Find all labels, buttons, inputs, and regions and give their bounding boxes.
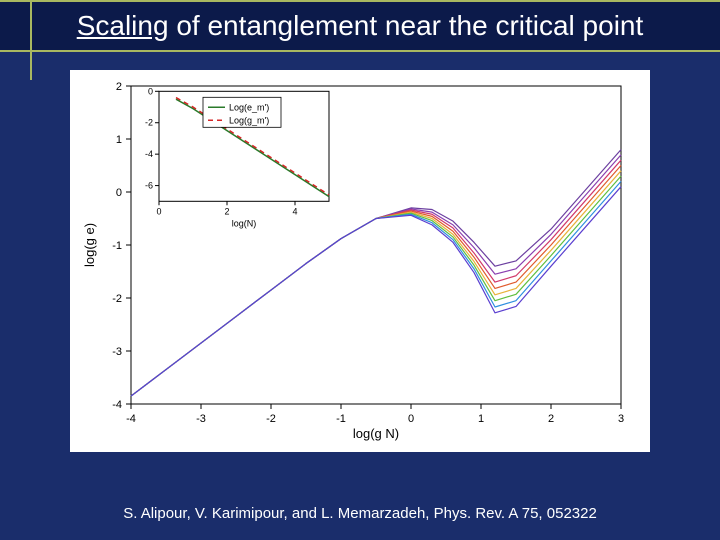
svg-text:4: 4 — [292, 206, 297, 216]
svg-text:0: 0 — [408, 413, 414, 425]
svg-text:-4: -4 — [126, 413, 136, 425]
title-underlined: Scaling — [77, 10, 169, 41]
svg-text:log(g e): log(g e) — [82, 223, 97, 267]
svg-text:Log(g_m'): Log(g_m') — [229, 115, 269, 125]
svg-text:0: 0 — [148, 86, 153, 96]
svg-text:-2: -2 — [112, 293, 122, 305]
title-rest: of entanglement near the critical point — [169, 10, 644, 41]
svg-text:Log(e_m'): Log(e_m') — [229, 102, 269, 112]
svg-text:1: 1 — [116, 134, 122, 146]
svg-text:-6: -6 — [145, 181, 153, 191]
slide-title: Scaling of entanglement near the critica… — [40, 10, 680, 42]
svg-text:1: 1 — [478, 413, 484, 425]
svg-text:-4: -4 — [112, 399, 122, 411]
svg-text:0: 0 — [116, 187, 122, 199]
svg-text:-3: -3 — [112, 346, 122, 358]
svg-text:log(g N): log(g N) — [353, 426, 399, 441]
chart-container: -4 -3 -2 -1 0 1 2 3 -4 -3 -2 -1 0 1 2 log(g N) log(g e) 0… — [70, 70, 650, 452]
scaling-chart: -4 -3 -2 -1 0 1 2 3 -4 -3 -2 -1 0 1 2 log(g N) log(g e) 0… — [76, 76, 636, 446]
svg-text:3: 3 — [618, 413, 624, 425]
svg-text:-4: -4 — [145, 149, 153, 159]
svg-text:-1: -1 — [336, 413, 346, 425]
svg-text:-3: -3 — [196, 413, 206, 425]
title-bar: Scaling of entanglement near the critica… — [0, 0, 720, 52]
slide: Scaling of entanglement near the critica… — [0, 0, 720, 540]
citation: S. Alipour, V. Karimipour, and L. Memarz… — [0, 505, 720, 522]
svg-text:2: 2 — [116, 81, 122, 93]
svg-text:2: 2 — [224, 206, 229, 216]
citation-text: S. Alipour, V. Karimipour, and L. Memarz… — [123, 505, 597, 522]
svg-text:2: 2 — [548, 413, 554, 425]
svg-text:-1: -1 — [112, 240, 122, 252]
svg-text:-2: -2 — [145, 118, 153, 128]
svg-text:-2: -2 — [266, 413, 276, 425]
svg-text:log(N): log(N) — [232, 218, 257, 228]
svg-text:0: 0 — [156, 206, 161, 216]
